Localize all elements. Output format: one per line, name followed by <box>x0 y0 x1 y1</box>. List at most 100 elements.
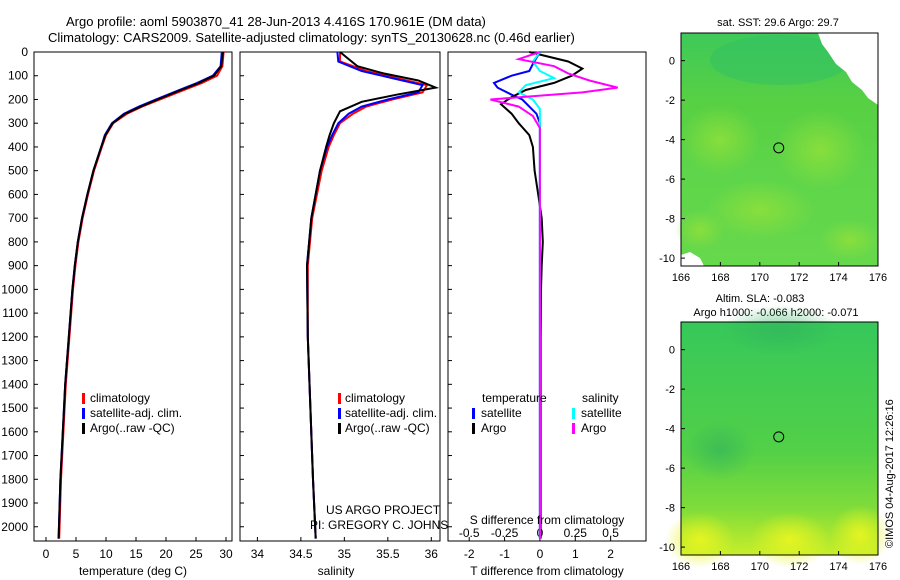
longitude-tick-label: 168 <box>711 561 729 573</box>
depth-axis: 0 100 200 300 400 500 600 700 800 900 1000 1100 1200… <box>1 45 38 534</box>
sla-map-frame <box>680 321 879 556</box>
latitude-tick-label: -8 <box>665 503 675 515</box>
sla-high-patch <box>830 505 890 565</box>
latitude-tick-label: -6 <box>665 174 675 186</box>
temperature-plot-frame <box>33 51 233 542</box>
difference-series <box>490 51 618 539</box>
longitude-tick-label: 170 <box>751 272 769 284</box>
s-diff-tick-label: 0.5 <box>602 526 619 540</box>
salinity-tick-label: 34 <box>251 547 265 561</box>
salinity-axes: 34 34.5 35 35.5 36 <box>240 51 439 561</box>
t-diff-tick-label: -1 <box>499 547 510 561</box>
latitude-tick-label: -6 <box>665 463 675 475</box>
latitude-tick-label: -2 <box>665 384 675 396</box>
depth-tick-label: 1600 <box>1 425 28 439</box>
header-line2: Climatology: CARS2009. Satellite-adjuste… <box>48 30 575 45</box>
temperature-panel: 0100200300400500600700800900100011001200… <box>1 45 233 578</box>
legend-argo: Argo(..raw -QC) <box>345 421 430 435</box>
depth-tick-label: 1800 <box>1 472 28 486</box>
latitude-tick-label: -10 <box>659 253 675 265</box>
temperature-series <box>57 51 225 539</box>
salinity-panel: 34 34.5 35 35.5 36 climatology satellite-adj… <box>239 51 466 578</box>
legend-argo-swatch <box>338 423 341 434</box>
difference-axes: -2 -1 0 1 2-0.5 -0.25 0 0.25 0.5 <box>448 51 619 561</box>
depth-tick-label: 1400 <box>1 377 28 391</box>
sla-map-panel: Altim. SLA: -0.083 Argo h1000: -0.066 h2… <box>659 293 890 573</box>
depth-tick-label: 600 <box>8 187 28 201</box>
salinity-tick-label: 36 <box>425 547 439 561</box>
difference-plot-frame <box>447 51 647 542</box>
series-line-3 <box>490 51 618 539</box>
depth-tick-label: 1300 <box>1 354 28 368</box>
legend-climatology-swatch <box>82 393 85 404</box>
salinity-tick-label: 35.5 <box>376 547 400 561</box>
s-diff-tick-label: 0.25 <box>564 526 588 540</box>
t-difference-label: T difference from climatology <box>470 564 624 578</box>
sla-field <box>665 305 890 568</box>
argo-location-marker <box>773 142 785 154</box>
depth-tick-label: 1100 <box>2 306 28 320</box>
s-diff-tick-label: -0.5 <box>459 526 480 540</box>
depth-tick-label: 1700 <box>1 449 28 463</box>
s-diff-tick-label: -0.25 <box>491 526 519 540</box>
sla-low-patch <box>720 305 840 355</box>
sst-warm-patch <box>775 110 865 190</box>
t-diff-tick-label: 1 <box>572 547 579 561</box>
sst-map-frame <box>680 32 879 267</box>
legend-climatology: climatology <box>90 391 150 405</box>
temperature-legend: climatology satellite-adj. clim. Argo(..… <box>82 391 182 435</box>
salinity-legend: climatology satellite-adj. clim. Argo(..… <box>338 391 437 435</box>
longitude-tick-label: 166 <box>672 272 690 284</box>
legend-satellite-swatch <box>82 408 85 419</box>
depth-tick-label: 1000 <box>1 282 28 296</box>
legend-s-satellite: satellite <box>581 406 622 420</box>
legend-satellite: satellite-adj. clim. <box>345 406 437 420</box>
sla-high-patch <box>665 512 735 568</box>
sst-missing-data <box>681 252 704 266</box>
latitude-tick-label: 0 <box>669 345 675 357</box>
sla-high-patch <box>750 512 830 568</box>
depth-tick-label: 300 <box>8 116 28 130</box>
depth-tick-label: 100 <box>8 69 28 83</box>
series-line-2 <box>305 51 440 539</box>
longitude-tick-label: 172 <box>790 272 808 284</box>
legend-t-satellite-swatch <box>472 408 475 419</box>
legend-t-argo-swatch <box>472 423 475 434</box>
longitude-tick-label: 166 <box>672 561 690 573</box>
legend-argo: Argo(..raw -QC) <box>90 421 175 435</box>
temperature-tick-label: 5 <box>73 547 80 561</box>
t-diff-tick-label: -2 <box>464 547 475 561</box>
sst-map-title: sat. SST: 29.6 Argo: 29.7 <box>717 17 839 29</box>
longitude-tick-label: 174 <box>829 272 847 284</box>
temperature-tick-label: 0 <box>43 547 50 561</box>
temperature-x-axis: 0 5 10 15 20 25 30 <box>43 537 233 561</box>
legend-t-argo: Argo <box>481 421 507 435</box>
salinity-plot-frame <box>239 51 441 542</box>
imos-credit: ©IMOS 04-Aug-2017 12:26:16 <box>884 399 896 548</box>
temperature-tick-label: 15 <box>129 547 143 561</box>
difference-panel: -2 -1 0 1 2-0.5 -0.25 0 0.25 0.5 temperature sat… <box>447 51 647 578</box>
latitude-tick-label: -4 <box>665 135 675 147</box>
legend-s-satellite-swatch <box>572 408 575 419</box>
latitude-tick-label: 0 <box>669 56 675 68</box>
longitude-tick-label: 170 <box>751 561 769 573</box>
temperature-tick-label: 30 <box>219 547 233 561</box>
depth-tick-label: 0 <box>21 45 28 59</box>
latitude-tick-label: -4 <box>665 424 675 436</box>
temperature-tick-label: 25 <box>189 547 203 561</box>
legend-s-argo: Argo <box>581 421 607 435</box>
longitude-tick-label: 176 <box>869 272 887 284</box>
legend-satellite-swatch <box>338 408 341 419</box>
salinity-tick-label: 35 <box>338 547 352 561</box>
longitude-tick-label: 174 <box>829 561 847 573</box>
temperature-xlabel: temperature (deg C) <box>79 564 187 578</box>
depth-tick-label: 1500 <box>1 401 28 415</box>
longitude-tick-label: 168 <box>711 272 729 284</box>
sst-field <box>675 33 880 266</box>
sst-warm-patch <box>675 210 725 250</box>
longitude-tick-label: 176 <box>869 561 887 573</box>
latitude-tick-label: -2 <box>665 95 675 107</box>
sst-map-axes: 166 168 170 172 174 176 0 -2 -4 -6 -8 -10 <box>659 56 887 284</box>
argo-location-marker <box>773 431 785 443</box>
